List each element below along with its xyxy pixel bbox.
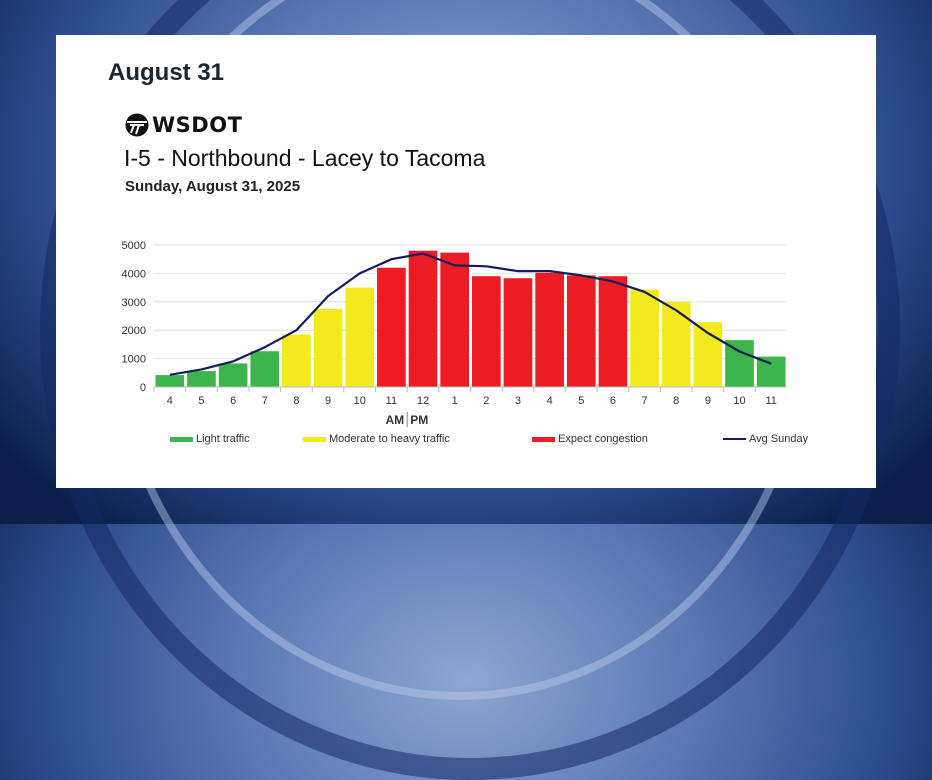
traffic-bar bbox=[725, 340, 754, 387]
traffic-bar bbox=[408, 250, 438, 387]
traffic-bar bbox=[566, 275, 596, 387]
x-tick-label: 6 bbox=[610, 395, 616, 407]
x-tick-label: 8 bbox=[673, 395, 679, 407]
legend-label: Avg Sunday bbox=[749, 433, 809, 445]
traffic-bar bbox=[313, 308, 343, 387]
traffic-bar bbox=[218, 363, 248, 387]
x-tick-label: 1 bbox=[452, 395, 458, 407]
legend-label: Light traffic bbox=[196, 433, 250, 445]
x-tick-label: 6 bbox=[230, 395, 236, 407]
x-tick-label: 5 bbox=[578, 395, 584, 407]
legend-label: Expect congestion bbox=[558, 433, 648, 445]
y-tick-label: 3000 bbox=[122, 297, 146, 309]
legend-swatch bbox=[303, 436, 326, 442]
y-tick-label: 1000 bbox=[122, 354, 146, 366]
x-tick-label: 10 bbox=[733, 395, 745, 407]
legend-item-congestion: Expect congestion bbox=[532, 433, 648, 445]
chart-title: I-5 - Northbound - Lacey to Tacoma bbox=[124, 145, 486, 171]
chart-subtitle: Sunday, August 31, 2025 bbox=[125, 178, 301, 195]
x-tick-label: 10 bbox=[354, 395, 366, 407]
x-tick-label: 12 bbox=[417, 395, 429, 407]
avg-sunday-line bbox=[169, 252, 772, 376]
traffic-bar bbox=[535, 272, 564, 387]
am-label: AM bbox=[386, 413, 405, 427]
wsdot-logo: WSDOT bbox=[125, 113, 242, 137]
traffic-bar bbox=[598, 276, 628, 387]
wsdot-logo-text: WSDOT bbox=[152, 113, 243, 137]
traffic-bar bbox=[345, 287, 375, 387]
legend-item-avg_line: Avg Sunday bbox=[723, 433, 808, 445]
legend-label: Moderate to heavy traffic bbox=[329, 433, 450, 445]
x-tick-label: 7 bbox=[642, 395, 648, 407]
y-tick-label: 0 bbox=[140, 382, 146, 394]
x-tick-label: 4 bbox=[547, 395, 553, 407]
legend-item-light: Light traffic bbox=[170, 433, 250, 445]
traffic-bar bbox=[503, 278, 533, 387]
chart-panel: August 31 WSDOT I-5 - Northbound - Lacey… bbox=[56, 35, 876, 488]
y-tick-label: 2000 bbox=[122, 325, 146, 337]
traffic-bar bbox=[250, 351, 280, 387]
wsdot-logo-icon bbox=[125, 113, 149, 137]
legend-item-moderate: Moderate to heavy traffic bbox=[303, 433, 450, 445]
x-tick-label: 3 bbox=[515, 395, 521, 407]
traffic-bar bbox=[187, 371, 216, 387]
x-tick-label: 9 bbox=[325, 395, 331, 407]
traffic-bar bbox=[630, 289, 659, 387]
y-tick-label: 4000 bbox=[122, 268, 146, 280]
x-tick-label: 8 bbox=[293, 395, 299, 407]
legend-swatch bbox=[170, 436, 193, 442]
x-tick-label: 11 bbox=[386, 395, 397, 407]
traffic-bar bbox=[377, 267, 406, 387]
x-tick-label: 9 bbox=[705, 395, 711, 407]
traffic-bar bbox=[661, 301, 691, 387]
traffic-bar bbox=[282, 334, 311, 387]
traffic-bar bbox=[155, 375, 185, 387]
pm-label: PM bbox=[410, 413, 428, 427]
traffic-bar bbox=[440, 252, 469, 387]
traffic-bar bbox=[756, 356, 786, 387]
chart-legend: Light traffic Moderate to heavy traffic Ex… bbox=[170, 433, 870, 449]
x-tick-label: 2 bbox=[483, 395, 489, 407]
legend-swatch bbox=[723, 438, 746, 440]
traffic-bar bbox=[472, 276, 501, 387]
date-heading: August 31 bbox=[108, 59, 225, 86]
x-tick-label: 4 bbox=[167, 395, 173, 407]
x-tick-label: 11 bbox=[765, 395, 776, 407]
x-tick-label: 5 bbox=[198, 395, 204, 407]
y-tick-label: 5000 bbox=[122, 240, 146, 252]
x-tick-label: 7 bbox=[262, 395, 268, 407]
legend-swatch bbox=[532, 436, 555, 442]
